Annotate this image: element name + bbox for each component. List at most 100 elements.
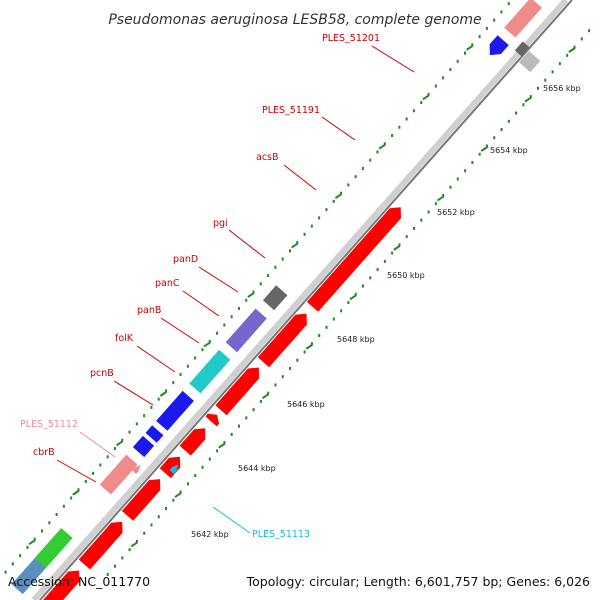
track-dot bbox=[55, 512, 58, 516]
gene-label-group[interactable]: PLES_51113 bbox=[212, 506, 310, 540]
gene-label[interactable]: PLES_51113 bbox=[252, 529, 310, 540]
gene-feature-outer[interactable] bbox=[37, 570, 80, 600]
track-dot bbox=[376, 150, 379, 154]
track-tick bbox=[305, 343, 313, 350]
gene-label[interactable]: cbrB bbox=[33, 447, 55, 458]
gene-feature-outer[interactable] bbox=[519, 51, 541, 73]
gene-label-group[interactable]: folK bbox=[115, 333, 176, 373]
track-dot bbox=[478, 35, 481, 39]
gene-feature-outer[interactable] bbox=[179, 428, 206, 456]
track-dot bbox=[135, 539, 138, 543]
gene-feature-outer[interactable] bbox=[78, 521, 123, 570]
tick-label: 5652 kbp bbox=[437, 208, 475, 217]
gene-feature-outer[interactable] bbox=[306, 207, 401, 312]
gene-feature-inner[interactable] bbox=[99, 454, 138, 495]
track-dot bbox=[259, 282, 262, 286]
tick-label: 5654 kbp bbox=[490, 146, 528, 155]
track-dot bbox=[121, 438, 124, 442]
gene-label[interactable]: pcnB bbox=[90, 368, 114, 379]
track-dot bbox=[281, 257, 284, 261]
track-dot bbox=[201, 465, 204, 469]
gene-label-group[interactable]: PLES_51191 bbox=[262, 105, 356, 141]
gene-feature-inner[interactable] bbox=[156, 390, 194, 431]
topology-text: Topology: circular; Length: 6,601,757 bp… bbox=[246, 574, 590, 589]
gene-feature-outer[interactable] bbox=[215, 367, 260, 416]
track-dot bbox=[376, 268, 379, 272]
gene-feature-inner[interactable] bbox=[34, 528, 73, 568]
track-dot bbox=[296, 241, 299, 245]
gene-label-group[interactable]: cbrB bbox=[33, 447, 97, 483]
track-dot bbox=[558, 62, 561, 66]
track-dot bbox=[252, 408, 255, 412]
gene-feature-inner[interactable] bbox=[145, 425, 164, 443]
track-dot bbox=[427, 210, 430, 214]
gene-label-group[interactable]: panC bbox=[155, 278, 220, 317]
track-dot bbox=[383, 142, 386, 146]
label-leader-line bbox=[56, 459, 97, 483]
gene-label-group[interactable]: acsB bbox=[256, 152, 317, 191]
tick-label: 5650 kbp bbox=[387, 271, 425, 280]
track-dot bbox=[310, 224, 313, 228]
gene-label-group[interactable]: PLES_51201 bbox=[322, 33, 415, 73]
track-dot bbox=[237, 424, 240, 428]
gene-feature-outer[interactable] bbox=[159, 456, 181, 479]
track-tick bbox=[218, 442, 226, 449]
gene-feature-inner[interactable] bbox=[225, 308, 267, 353]
track-dot bbox=[500, 128, 503, 132]
gene-label[interactable]: panC bbox=[155, 278, 180, 289]
gene-label[interactable]: PLES_51191 bbox=[262, 105, 320, 116]
gene-labels: PLES_51201 PLES_51191 acsB pgi panD panC… bbox=[20, 33, 415, 540]
gene-label[interactable]: PLES_51112 bbox=[20, 419, 78, 430]
track-dot bbox=[427, 92, 430, 96]
label-leader-line bbox=[212, 506, 251, 534]
track-dot bbox=[318, 216, 321, 220]
gene-label[interactable]: PLES_51201 bbox=[322, 33, 380, 44]
track-dot bbox=[70, 496, 73, 500]
track-dot bbox=[128, 548, 131, 552]
label-leader-line bbox=[136, 345, 176, 373]
gene-feature-outer[interactable] bbox=[514, 41, 530, 57]
gene-label[interactable]: folK bbox=[115, 333, 134, 344]
gene-label[interactable]: acsB bbox=[256, 152, 279, 163]
label-leader-line bbox=[113, 380, 154, 406]
gene-feature-outer[interactable] bbox=[205, 413, 220, 427]
gene-label-group[interactable]: panB bbox=[137, 305, 200, 344]
genome-title: Pseudomonas aeruginosa LESB58, complete … bbox=[108, 12, 481, 28]
track-dot bbox=[449, 68, 452, 72]
track-dot bbox=[325, 325, 328, 329]
gene-label-group[interactable]: pcnB bbox=[90, 368, 154, 406]
label-leader-line bbox=[228, 229, 266, 259]
track-dot bbox=[267, 391, 270, 395]
tick-label: 5648 kbp bbox=[337, 335, 375, 344]
gene-label[interactable]: panB bbox=[137, 305, 161, 316]
small-feature[interactable] bbox=[132, 464, 141, 474]
coordinate-ticks: 5642 kbp 5644 kbp 5646 kbp 5648 kbp 5650… bbox=[191, 84, 581, 539]
gene-feature-inner[interactable] bbox=[489, 35, 509, 56]
gene-feature-outer[interactable] bbox=[121, 479, 161, 521]
track-dot bbox=[296, 358, 299, 362]
dotted-tracks bbox=[4, 2, 591, 576]
gene-feature-inner[interactable] bbox=[189, 349, 231, 394]
track-dot bbox=[186, 482, 189, 486]
track-dot bbox=[493, 18, 496, 22]
gene-feature-outer[interactable] bbox=[257, 313, 307, 368]
label-leader-line bbox=[371, 45, 415, 73]
gene-label-group[interactable]: panD bbox=[173, 254, 239, 293]
track-tick bbox=[422, 94, 430, 101]
gene-label-group[interactable]: PLES_51112 bbox=[20, 419, 116, 458]
label-leader-line bbox=[283, 164, 317, 191]
track-dot bbox=[157, 515, 160, 519]
small-feature[interactable] bbox=[169, 464, 179, 474]
track-dot bbox=[340, 309, 343, 313]
gene-feature-inner[interactable] bbox=[504, 0, 542, 38]
gene-label[interactable]: panD bbox=[173, 254, 198, 265]
gene-feature-inner[interactable] bbox=[262, 285, 288, 311]
track-dot bbox=[369, 276, 372, 280]
gene-feature-inner[interactable] bbox=[132, 435, 155, 458]
track-tick bbox=[524, 96, 532, 103]
gene-label[interactable]: pgi bbox=[213, 218, 228, 229]
gene-label-group[interactable]: pgi bbox=[213, 218, 266, 259]
track-dot bbox=[135, 422, 138, 426]
track-tick bbox=[174, 492, 182, 498]
